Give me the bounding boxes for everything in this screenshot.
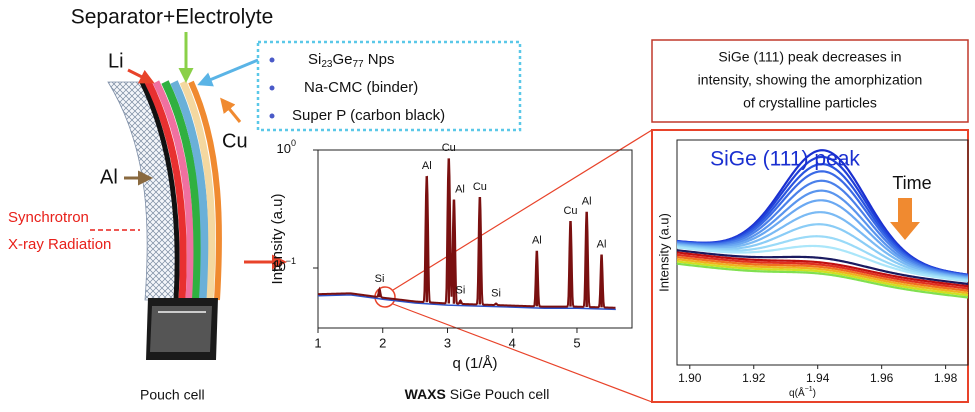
legend-text: Si xyxy=(308,51,321,68)
al-label: Al xyxy=(100,166,118,188)
x-label-part: ) xyxy=(813,388,816,399)
separator-label: Separator+Electrolyte xyxy=(71,6,274,29)
x-tick-label: 1.94 xyxy=(806,371,830,385)
cu-label: Cu xyxy=(222,130,248,152)
legend-text: Nps xyxy=(364,51,395,68)
y-tick-exponent: −1 xyxy=(286,256,296,266)
legend-box xyxy=(256,40,522,132)
legend-sub: 23 xyxy=(321,59,333,70)
y-tick-base: 10 xyxy=(271,259,285,274)
bullet xyxy=(269,85,275,91)
peak-label: Al xyxy=(582,196,592,208)
intensity-curve xyxy=(676,251,969,288)
intensity-curve xyxy=(676,189,969,279)
waxs-curve xyxy=(317,159,616,309)
y-axis-label: Intensity (a.u) xyxy=(269,194,286,285)
peak-label: Cu xyxy=(563,205,577,217)
bullet xyxy=(269,57,275,63)
arrow xyxy=(220,97,242,123)
x-axis-label: q (1/Å) xyxy=(452,355,497,372)
y-axis-label: Intensity (a.u) xyxy=(656,213,671,292)
peak-label: Si xyxy=(456,284,466,296)
intensity-curve xyxy=(676,262,969,299)
y-tick-base: 10 xyxy=(277,141,291,156)
peak-label: Cu xyxy=(473,181,487,193)
intensity-curve xyxy=(676,235,969,282)
peak-label: Si xyxy=(375,273,385,285)
chart-title: WAXS SiGe Pouch cell xyxy=(405,386,550,402)
intensity-curve xyxy=(676,223,969,281)
chart-title-rest: SiGe Pouch cell xyxy=(446,386,550,402)
x-tick-label: 4 xyxy=(509,335,516,350)
pouch-cell xyxy=(107,80,223,360)
x-tick-label: 1.98 xyxy=(934,371,958,385)
callout-box xyxy=(651,39,969,123)
baseline-line xyxy=(317,294,616,311)
intensity-curve xyxy=(676,258,969,295)
legend-text: Ge xyxy=(332,51,352,68)
peak-label: Al xyxy=(422,160,432,172)
x-tick-label: 3 xyxy=(444,335,451,350)
intensity-curve xyxy=(676,260,969,297)
intensity-curve xyxy=(676,211,969,280)
synchrotron-label: X-ray Radiation xyxy=(8,236,111,253)
intensity-curve xyxy=(676,255,969,292)
x-tick-label: 5 xyxy=(573,335,580,350)
x-tick-label: 1.90 xyxy=(678,371,702,385)
bullet xyxy=(269,113,275,119)
intensity-curve xyxy=(676,253,969,290)
legend-sub: 77 xyxy=(352,59,364,70)
plot-area xyxy=(317,149,633,329)
x-tick-label: 1 xyxy=(314,335,321,350)
x-label-part: q(Å xyxy=(789,386,805,399)
callout-text: intensity, showing the amorphization xyxy=(698,72,923,88)
chart-title-bold: WAXS xyxy=(405,386,446,402)
x-label-sup: −1 xyxy=(805,386,813,393)
y-tick-label: 10−1 xyxy=(271,256,296,274)
peak-label: Al xyxy=(455,183,465,195)
arrow xyxy=(197,58,259,87)
peak-label: Al xyxy=(597,238,607,250)
inset-title: SiGe (111) peak xyxy=(710,148,860,171)
peak-label: Cu xyxy=(442,142,456,154)
intensity-curve xyxy=(676,244,969,283)
intensity-curve xyxy=(676,199,969,279)
intensity-curve xyxy=(676,179,969,278)
callout-text: SiGe (111) peak decreases in xyxy=(718,49,901,65)
li-label: Li xyxy=(108,50,124,72)
time-label: Time xyxy=(892,173,931,193)
synchrotron-label: Synchrotron xyxy=(8,209,89,226)
x-tick-label: 1.92 xyxy=(742,371,766,385)
intensity-curve xyxy=(676,249,969,286)
y-tick-label: 100 xyxy=(277,138,296,156)
zoom-line xyxy=(392,129,653,291)
zoom-line xyxy=(392,303,653,403)
pouch-caption: Pouch cell xyxy=(140,387,205,403)
arrow xyxy=(127,68,155,84)
legend-item: Na-CMC (binder) xyxy=(304,79,418,96)
legend-item: Si23Ge77 Nps xyxy=(308,51,394,70)
peak-label: Si xyxy=(491,287,501,299)
inset-chart: 1.90 1.92 1.94 1.96 1.98 q(Å−1) Intensity (a.u… xyxy=(656,139,969,399)
callout-text: of crystalline particles xyxy=(743,95,877,111)
legend-item: Super P (carbon black) xyxy=(292,107,445,124)
x-tick-label: 2 xyxy=(379,335,386,350)
y-tick-exponent: 0 xyxy=(291,138,296,148)
x-tick-label: 1.96 xyxy=(870,371,894,385)
x-axis-label: q(Å−1) xyxy=(789,386,816,399)
peak-label: Al xyxy=(532,235,542,247)
time-arrow xyxy=(890,198,920,240)
